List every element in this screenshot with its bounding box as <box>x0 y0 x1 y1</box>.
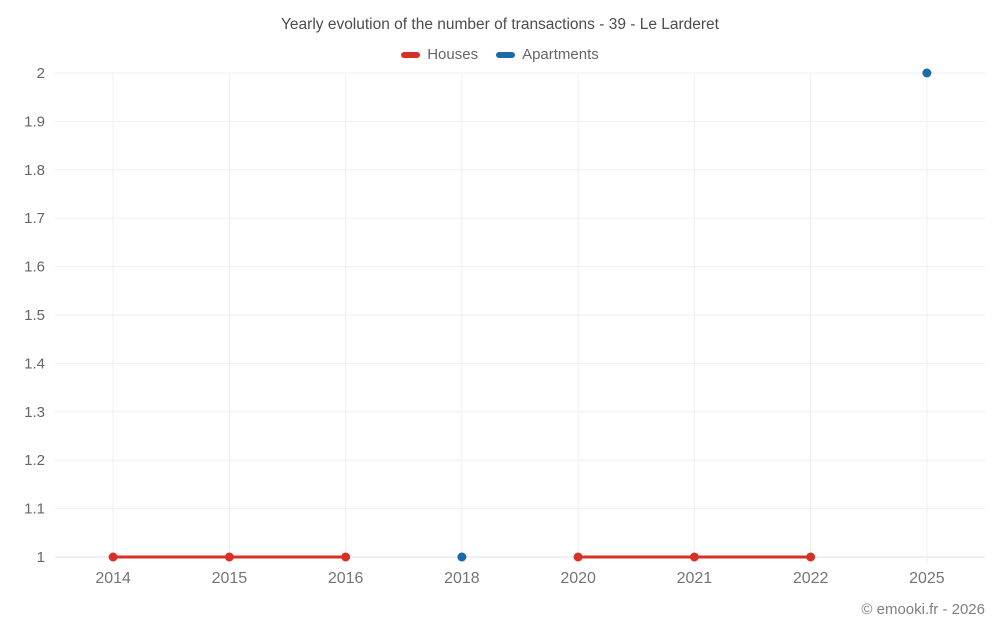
y-tick-label: 1 <box>37 549 45 566</box>
y-tick-label: 1.5 <box>24 307 45 324</box>
x-tick-label: 2021 <box>677 570 713 587</box>
x-tick-label: 2014 <box>95 570 131 587</box>
data-point-houses-2016 <box>341 552 351 562</box>
data-point-houses-2014 <box>108 552 118 562</box>
y-tick-label: 1.6 <box>24 259 45 276</box>
x-tick-label: 2022 <box>793 570 829 587</box>
y-tick-label: 1.1 <box>24 501 45 518</box>
y-tick-label: 1.4 <box>24 355 45 372</box>
chart-legend: Houses Apartments <box>0 46 1000 63</box>
chart-title: Yearly evolution of the number of transa… <box>281 16 719 33</box>
data-point-houses-2015 <box>224 552 234 562</box>
x-tick-label: 2015 <box>212 570 248 587</box>
x-tick-label: 2016 <box>328 570 364 587</box>
data-point-houses-2022 <box>806 552 816 562</box>
data-point-apartments-2025 <box>922 68 932 78</box>
y-tick-label: 1.2 <box>24 452 45 469</box>
data-point-houses-2020 <box>573 552 583 562</box>
y-tick-label: 1.3 <box>24 404 45 421</box>
y-tick-label: 1.9 <box>24 113 45 130</box>
y-tick-label: 1.7 <box>24 210 45 227</box>
data-point-apartments-2018 <box>457 552 467 562</box>
x-tick-label: 2018 <box>444 570 480 587</box>
data-point-houses-2021 <box>689 552 699 562</box>
apartments-legend-label: Apartments <box>522 46 599 63</box>
x-tick-label: 2020 <box>560 570 596 587</box>
y-tick-label: 2 <box>37 65 45 82</box>
houses-legend-swatch-icon <box>401 51 421 58</box>
y-tick-label: 1.8 <box>24 162 45 179</box>
houses-legend-label: Houses <box>427 46 479 63</box>
copyright-attribution: © emooki.fr - 2026 <box>861 601 985 618</box>
legend-item-apartments[interactable]: Apartments <box>496 46 599 63</box>
legend-item-houses[interactable]: Houses <box>401 46 478 63</box>
apartments-legend-swatch-icon <box>496 51 516 58</box>
x-tick-label: 2025 <box>909 570 945 587</box>
